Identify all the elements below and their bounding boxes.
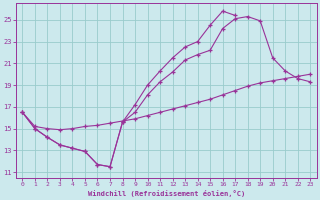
X-axis label: Windchill (Refroidissement éolien,°C): Windchill (Refroidissement éolien,°C)	[88, 190, 245, 197]
